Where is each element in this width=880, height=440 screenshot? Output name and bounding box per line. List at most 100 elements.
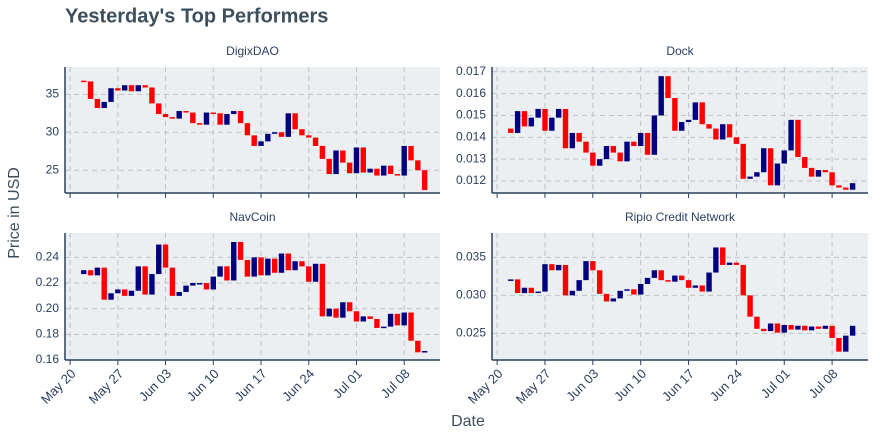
candle-body xyxy=(381,165,387,176)
y-tick-label: 0.012 xyxy=(456,173,486,187)
candle-body xyxy=(726,262,733,265)
subplot-title: Ripio Credit Network xyxy=(625,210,736,224)
candle-body xyxy=(781,150,787,164)
candle-body xyxy=(713,128,719,140)
candle-body xyxy=(401,145,407,176)
x-tick-label: Jun 03 xyxy=(136,366,174,404)
candle-body xyxy=(761,328,767,332)
candle-body xyxy=(590,261,596,271)
y-tick-label: 30 xyxy=(46,124,60,138)
candle-body xyxy=(603,146,610,160)
candle-body xyxy=(326,308,332,317)
y-tick-label: 0.035 xyxy=(456,250,486,264)
candle-body xyxy=(754,172,760,177)
candle-body xyxy=(617,152,623,162)
candle-body xyxy=(149,274,155,295)
candle-body xyxy=(603,293,610,302)
x-tick-label: Jun 10 xyxy=(611,366,649,404)
candle-body xyxy=(169,117,176,119)
candle-body xyxy=(774,323,781,333)
candle-body xyxy=(190,283,196,286)
x-tick-label: Jun 03 xyxy=(563,366,601,404)
candle-body xyxy=(183,111,189,113)
candle-body xyxy=(128,290,135,296)
candle-body xyxy=(521,111,528,127)
y-tick-label: 0.030 xyxy=(456,288,486,302)
x-tick-label: Jun 17 xyxy=(659,366,697,404)
candle-body xyxy=(658,76,664,116)
candle-body xyxy=(733,262,740,265)
candle-body xyxy=(637,132,644,147)
candle-body xyxy=(292,261,298,271)
x-tick-label: May 27 xyxy=(86,366,127,407)
x-tick-label: May 20 xyxy=(465,366,506,407)
candle-body xyxy=(210,276,216,290)
candle-body xyxy=(740,264,746,296)
candle-body xyxy=(631,141,637,147)
x-tick-label: Jun 24 xyxy=(279,366,317,404)
candle-body xyxy=(203,112,210,125)
candle-body xyxy=(624,289,630,291)
candle-body xyxy=(176,292,182,296)
candle-body xyxy=(292,113,298,130)
y-tick-label: 0.20 xyxy=(36,301,60,315)
candle-body xyxy=(101,101,107,108)
candle-body xyxy=(754,316,760,329)
candle-body xyxy=(514,279,521,294)
candle-body xyxy=(278,253,285,273)
y-tick-label: 35 xyxy=(46,86,60,100)
candle-body xyxy=(285,253,291,271)
x-axis-label: Date xyxy=(451,413,485,430)
candle-body xyxy=(299,261,305,267)
candle-body xyxy=(401,312,407,326)
candle-body xyxy=(535,291,541,294)
candle-body xyxy=(815,170,822,177)
candle-body xyxy=(774,163,781,186)
candle-body xyxy=(651,270,658,278)
candle-body xyxy=(210,112,216,115)
candle-body xyxy=(829,325,835,338)
candle-body xyxy=(231,111,237,115)
candle-body xyxy=(849,325,856,336)
candle-body xyxy=(692,102,699,120)
candle-body xyxy=(156,244,162,275)
candle-body xyxy=(795,325,801,330)
candle-body xyxy=(849,183,856,190)
candle-body xyxy=(576,132,582,142)
candle-body xyxy=(367,316,373,319)
candle-body xyxy=(672,98,678,131)
candle-body xyxy=(528,117,535,127)
candle-body xyxy=(374,318,380,328)
x-tick-label: May 27 xyxy=(513,366,554,407)
candle-body xyxy=(658,270,664,281)
x-tick-label: Jul 08 xyxy=(378,366,413,401)
candle-body xyxy=(142,85,148,88)
candle-body xyxy=(217,266,223,277)
candle-body xyxy=(596,270,603,294)
candle-body xyxy=(726,124,733,138)
candle-body xyxy=(549,264,555,271)
candle-body xyxy=(651,115,658,155)
candle-body xyxy=(528,287,535,294)
x-tick-label: Jun 10 xyxy=(184,366,222,404)
candle-body xyxy=(81,270,87,275)
candle-body xyxy=(706,272,712,292)
candle-body xyxy=(685,119,692,123)
candle-body xyxy=(135,85,141,92)
x-tick-label: Jun 24 xyxy=(707,366,745,404)
candle-body xyxy=(176,111,182,119)
candle-body xyxy=(706,124,712,129)
candle-body xyxy=(190,112,196,124)
candle-body xyxy=(665,76,671,99)
candle-body xyxy=(108,88,114,102)
candle-body xyxy=(135,266,141,291)
candle-body xyxy=(767,323,774,332)
candle-body xyxy=(583,261,589,281)
candle-body xyxy=(713,247,719,273)
candle-body xyxy=(265,133,271,142)
candle-body xyxy=(720,247,726,265)
candle-body xyxy=(761,148,767,173)
candle-body xyxy=(258,257,264,276)
y-tick-label: 25 xyxy=(46,162,60,176)
